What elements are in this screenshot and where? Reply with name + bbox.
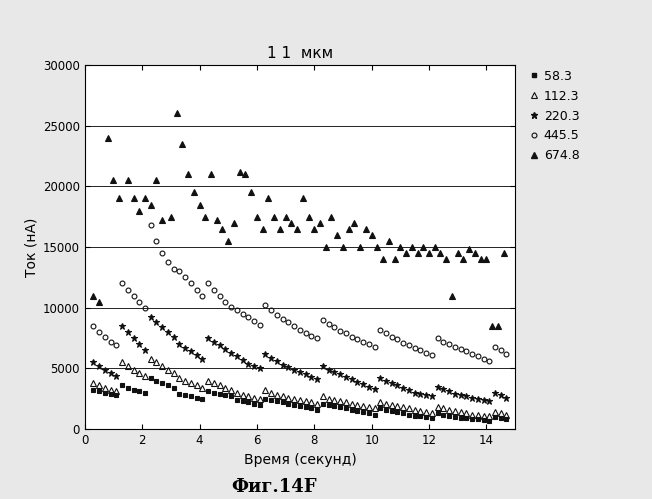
58.3 xyxy=(485,418,493,424)
445.5 xyxy=(468,351,476,357)
445.5 xyxy=(451,344,459,350)
112.3 xyxy=(302,398,310,404)
112.3 xyxy=(187,380,195,386)
Legend: 58.3, 112.3, 220.3, 445.5, 674.8: 58.3, 112.3, 220.3, 445.5, 674.8 xyxy=(524,65,584,167)
58.3 xyxy=(187,393,195,399)
112.3 xyxy=(147,356,155,362)
112.3 xyxy=(503,412,511,418)
112.3 xyxy=(451,408,459,414)
58.3 xyxy=(89,387,97,393)
58.3 xyxy=(451,414,459,420)
Line: 220.3: 220.3 xyxy=(90,314,510,405)
112.3 xyxy=(439,406,447,412)
Line: 445.5: 445.5 xyxy=(91,223,509,364)
220.3 xyxy=(89,359,97,365)
674.8 xyxy=(345,226,353,232)
220.3 xyxy=(468,395,476,401)
Y-axis label: Ток (нА): Ток (нА) xyxy=(25,218,38,276)
220.3 xyxy=(302,371,310,377)
58.3 xyxy=(468,416,476,422)
112.3 xyxy=(468,412,476,418)
445.5 xyxy=(187,280,195,286)
674.8 xyxy=(153,177,160,183)
Line: 112.3: 112.3 xyxy=(91,356,509,419)
112.3 xyxy=(89,380,97,386)
58.3 xyxy=(503,417,511,423)
220.3 xyxy=(147,314,155,320)
674.8 xyxy=(299,196,306,202)
445.5 xyxy=(233,307,241,313)
445.5 xyxy=(439,339,447,345)
674.8 xyxy=(466,247,473,252)
674.8 xyxy=(482,256,490,262)
Line: 674.8: 674.8 xyxy=(90,110,507,329)
58.3 xyxy=(439,412,447,418)
220.3 xyxy=(503,395,511,401)
674.8 xyxy=(89,292,97,298)
220.3 xyxy=(439,386,447,392)
674.8 xyxy=(173,110,181,116)
220.3 xyxy=(233,353,241,359)
Line: 58.3: 58.3 xyxy=(91,376,509,423)
445.5 xyxy=(147,222,155,228)
445.5 xyxy=(503,351,511,357)
Title: 1 1  мкм: 1 1 мкм xyxy=(267,46,333,61)
674.8 xyxy=(104,135,111,141)
X-axis label: Время (секунд): Время (секунд) xyxy=(244,453,356,467)
674.8 xyxy=(499,250,507,256)
445.5 xyxy=(89,323,97,329)
220.3 xyxy=(451,391,459,397)
58.3 xyxy=(233,397,241,403)
112.3 xyxy=(233,390,241,396)
220.3 xyxy=(187,348,195,354)
Text: Фиг.14F: Фиг.14F xyxy=(231,478,317,496)
112.3 xyxy=(485,413,493,419)
674.8 xyxy=(488,323,496,329)
58.3 xyxy=(147,375,155,381)
58.3 xyxy=(302,404,310,410)
445.5 xyxy=(302,330,310,336)
220.3 xyxy=(485,398,493,404)
445.5 xyxy=(485,358,493,364)
